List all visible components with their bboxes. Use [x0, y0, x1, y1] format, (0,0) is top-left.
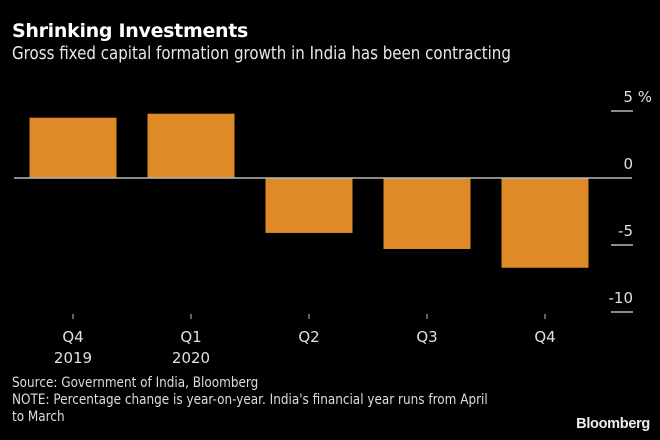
bar-q1-2020 [147, 113, 235, 178]
bar-q3 [383, 178, 471, 250]
x-tick-label: 2019 [54, 349, 92, 367]
bar-q2 [265, 178, 353, 233]
y-tick-label: -5 [618, 222, 633, 240]
note-text-line1: NOTE: Percentage change is year-on-year.… [12, 392, 488, 408]
x-tick-label: Q3 [416, 328, 437, 346]
x-tick-label: 2020 [172, 349, 210, 367]
x-tick-label: Q1 [180, 328, 201, 346]
x-tick-label: Q4 [62, 328, 83, 346]
x-tick-label: Q4 [534, 328, 555, 346]
chart-subtitle: Gross fixed capital formation growth in … [12, 44, 511, 64]
x-tick-label: Q2 [298, 328, 319, 346]
note-text-line2: to March [12, 409, 65, 425]
source-text: Source: Government of India, Bloomberg [12, 375, 259, 391]
bar-q4-2019 [29, 117, 117, 178]
bar-q4 [501, 178, 589, 268]
y-tick-label: 0 [623, 155, 633, 173]
chart-title: Shrinking Investments [12, 20, 249, 42]
y-tick-label: -10 [609, 289, 634, 307]
bloomberg-logo: Bloomberg [576, 416, 650, 432]
y-tick-label: 5 % [623, 88, 652, 106]
